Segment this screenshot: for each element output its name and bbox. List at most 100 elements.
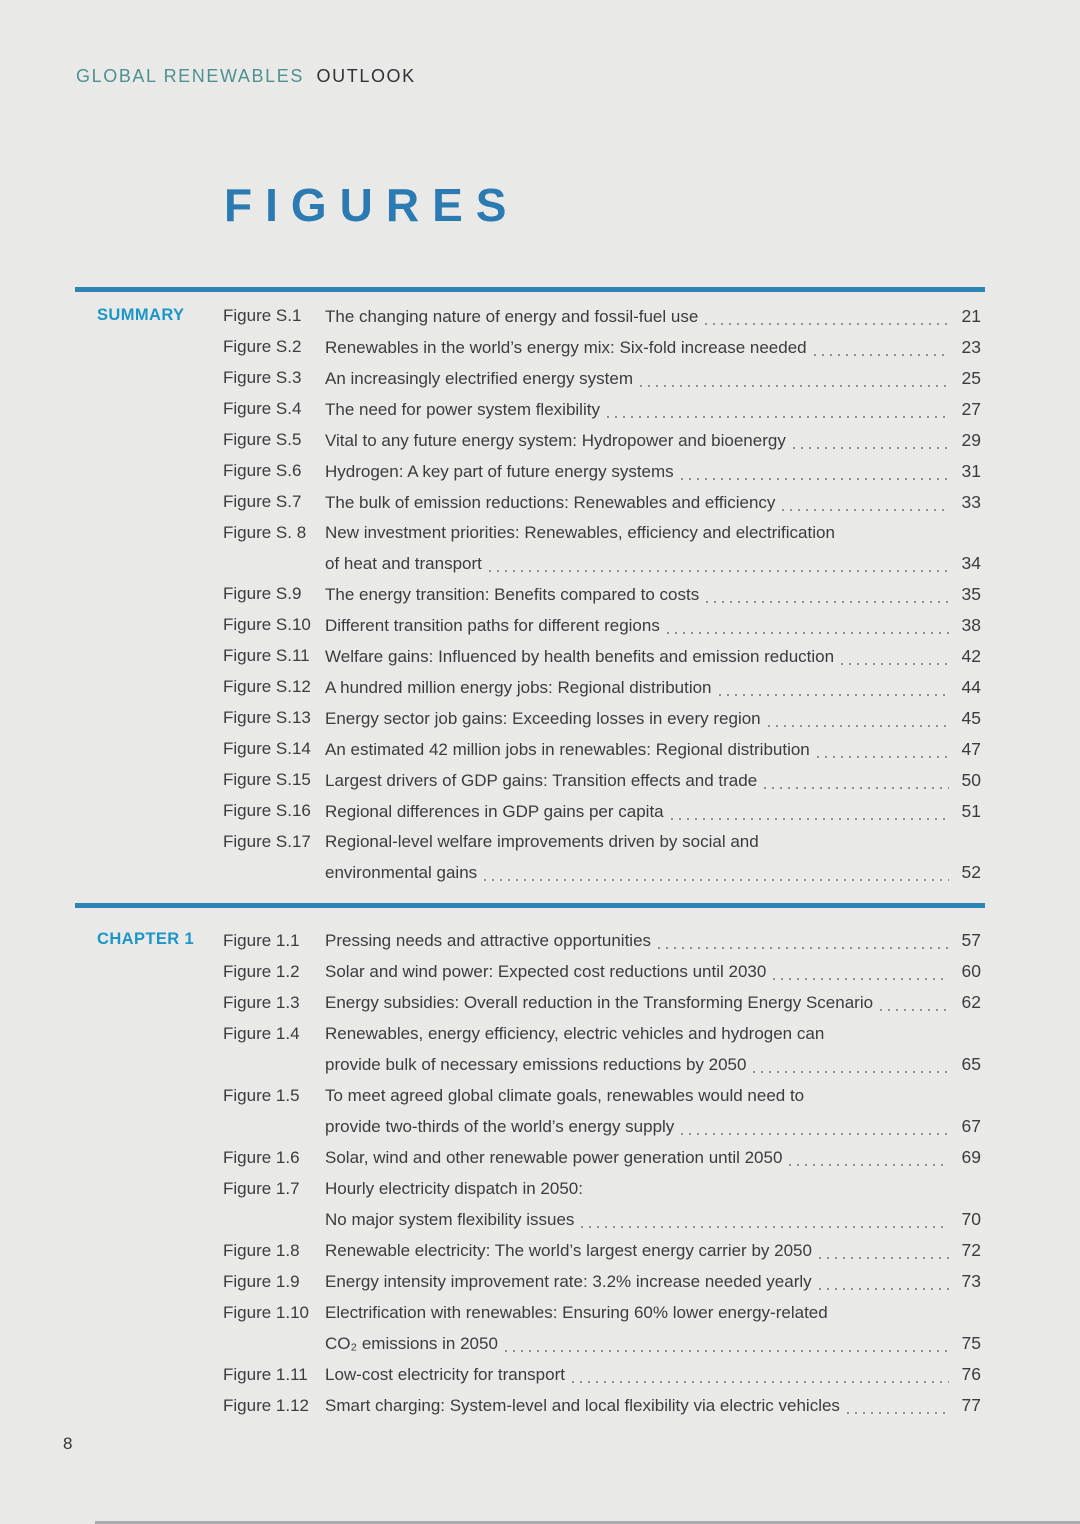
toc-entry[interactable]: Figure S.17 Regional-level welfare impro… bbox=[223, 827, 985, 888]
figure-label: Figure S.13 bbox=[223, 708, 311, 727]
section-label: SUMMARY bbox=[97, 306, 185, 324]
toc-entry[interactable]: Figure S.15 Largest drivers of GDP gains… bbox=[223, 765, 985, 796]
entry-body: Renewables in the world’s energy mix: Si… bbox=[325, 332, 985, 363]
toc-entry[interactable]: Figure S.2 Renewables in the world’s ene… bbox=[223, 332, 985, 363]
dot-leader bbox=[764, 787, 949, 789]
dot-leader bbox=[680, 478, 949, 480]
toc-entry[interactable]: Figure 1.2 Solar and wind power: Expecte… bbox=[223, 956, 985, 987]
figure-label: Figure 1.6 bbox=[223, 1148, 300, 1167]
toc-entry[interactable]: Figure 1.10 Electrification with renewab… bbox=[223, 1297, 985, 1359]
figure-label: Figure S.5 bbox=[223, 430, 302, 449]
toc-entry[interactable]: Figure 1.5 To meet agreed global climate… bbox=[223, 1080, 985, 1142]
entry-title: provide two-thirds of the world’s energy… bbox=[325, 1117, 675, 1136]
entry-body: Low-cost electricity for transport 76 bbox=[325, 1359, 985, 1390]
figure-label: Figure S.11 bbox=[223, 646, 310, 665]
toc-entry[interactable]: Figure S.3 An increasingly electrified e… bbox=[223, 363, 985, 394]
figure-label: Figure 1.12 bbox=[223, 1396, 309, 1415]
page-ref: 75 bbox=[961, 1333, 981, 1353]
figure-label: Figure S.14 bbox=[223, 739, 311, 758]
section-entries: Figure 1.1 Pressing needs and attractive… bbox=[223, 925, 985, 1421]
toc-entry[interactable]: Figure S.4 The need for power system fle… bbox=[223, 394, 985, 425]
entry-title: An estimated 42 million jobs in renewabl… bbox=[325, 740, 810, 759]
dot-leader bbox=[773, 978, 949, 980]
entry-line: Welfare gains: Influenced by health bene… bbox=[325, 641, 985, 672]
page-ref: 47 bbox=[961, 739, 981, 759]
page-ref: 34 bbox=[961, 553, 981, 573]
report-brand: GLOBAL RENEWABLES OUTLOOK bbox=[76, 66, 416, 87]
entry-line: Different transition paths for different… bbox=[325, 610, 985, 641]
entry-line: Hydrogen: A key part of future energy sy… bbox=[325, 456, 985, 487]
entry-body: The energy transition: Benefits compared… bbox=[325, 579, 985, 610]
entry-body: Smart charging: System-level and local f… bbox=[325, 1390, 985, 1421]
page-ref: 21 bbox=[961, 306, 981, 326]
dot-leader bbox=[753, 1071, 949, 1073]
dot-leader bbox=[789, 1164, 949, 1166]
toc-entry[interactable]: Figure S.10 Different transition paths f… bbox=[223, 610, 985, 641]
section-label: CHAPTER 1 bbox=[97, 930, 195, 948]
toc-entry[interactable]: Figure S.16 Regional differences in GDP … bbox=[223, 796, 985, 827]
entry-line: New investment priorities: Renewables, e… bbox=[325, 518, 985, 548]
toc-entry[interactable]: Figure S.11 Welfare gains: Influenced by… bbox=[223, 641, 985, 672]
page-ref: 38 bbox=[961, 615, 981, 635]
dot-leader bbox=[813, 354, 949, 356]
figure-label: Figure 1.10 bbox=[223, 1303, 309, 1322]
entry-body: A hundred million energy jobs: Regional … bbox=[325, 672, 985, 703]
toc-entry[interactable]: Figure 1.3 Energy subsidies: Overall red… bbox=[223, 987, 985, 1018]
figure-label: Figure S.16 bbox=[223, 801, 311, 820]
toc-entry[interactable]: Figure 1.11 Low-cost electricity for tra… bbox=[223, 1359, 985, 1390]
figure-label: Figure S.17 bbox=[223, 832, 311, 851]
entry-title: Welfare gains: Influenced by health bene… bbox=[325, 647, 835, 666]
toc-entry[interactable]: Figure S.7 The bulk of emission reductio… bbox=[223, 487, 985, 518]
entry-line: Largest drivers of GDP gains: Transition… bbox=[325, 765, 985, 796]
entry-body: The changing nature of energy and fossil… bbox=[325, 301, 985, 332]
entry-line: The changing nature of energy and fossil… bbox=[325, 301, 985, 332]
toc-entry[interactable]: Figure S.1 The changing nature of energy… bbox=[223, 301, 985, 332]
page-bottom-edge bbox=[95, 1521, 1080, 1524]
dot-leader bbox=[666, 632, 949, 634]
toc-entry[interactable]: Figure 1.8 Renewable electricity: The wo… bbox=[223, 1235, 985, 1266]
toc-entry[interactable]: Figure S.5 Vital to any future energy sy… bbox=[223, 425, 985, 456]
entry-line: The energy transition: Benefits compared… bbox=[325, 579, 985, 610]
dot-leader bbox=[571, 1381, 949, 1383]
entry-line: Energy subsidies: Overall reduction in t… bbox=[325, 987, 985, 1018]
toc-entry[interactable]: Figure S.9 The energy transition: Benefi… bbox=[223, 579, 985, 610]
entry-body: An increasingly electrified energy syste… bbox=[325, 363, 985, 394]
entry-line: Regional differences in GDP gains per ca… bbox=[325, 796, 985, 827]
figure-label: Figure S.2 bbox=[223, 337, 302, 356]
page-title: FIGURES bbox=[224, 179, 520, 231]
entry-line: Low-cost electricity for transport 76 bbox=[325, 1359, 985, 1390]
toc-entry[interactable]: Figure S.6 Hydrogen: A key part of futur… bbox=[223, 456, 985, 487]
toc-entry[interactable]: Figure 1.4 Renewables, energy efficiency… bbox=[223, 1018, 985, 1080]
entry-body: The need for power system flexibility 27 bbox=[325, 394, 985, 425]
toc-entry[interactable]: Figure 1.12 Smart charging: System-level… bbox=[223, 1390, 985, 1421]
entry-body: Different transition paths for different… bbox=[325, 610, 985, 641]
page-ref: 52 bbox=[961, 862, 981, 882]
entry-line: Pressing needs and attractive opportunit… bbox=[325, 925, 985, 956]
figure-label: Figure 1.1 bbox=[223, 931, 300, 950]
page-ref: 25 bbox=[961, 368, 981, 388]
figure-label: Figure 1.3 bbox=[223, 993, 300, 1012]
toc-entry[interactable]: Figure S.14 An estimated 42 million jobs… bbox=[223, 734, 985, 765]
dot-leader bbox=[880, 1009, 949, 1011]
toc-entry[interactable]: Figure 1.9 Energy intensity improvement … bbox=[223, 1266, 985, 1297]
figure-label: Figure S. 8 bbox=[223, 523, 307, 542]
toc-entry[interactable]: Figure S.13 Energy sector job gains: Exc… bbox=[223, 703, 985, 734]
page-ref: 50 bbox=[961, 770, 981, 790]
toc-entry[interactable]: Figure S. 8 New investment priorities: R… bbox=[223, 518, 985, 579]
toc-entry[interactable]: Figure S.12 A hundred million energy job… bbox=[223, 672, 985, 703]
entry-title: Regional differences in GDP gains per ca… bbox=[325, 802, 664, 821]
toc-entry[interactable]: Figure 1.7 Hourly electricity dispatch i… bbox=[223, 1173, 985, 1235]
entry-body: New investment priorities: Renewables, e… bbox=[325, 518, 985, 579]
entry-title: Solar, wind and other renewable power ge… bbox=[325, 1148, 783, 1167]
figure-label: Figure S.3 bbox=[223, 368, 302, 387]
entry-title: Smart charging: System-level and local f… bbox=[325, 1396, 840, 1415]
dot-leader bbox=[705, 323, 949, 325]
entry-body: An estimated 42 million jobs in renewabl… bbox=[325, 734, 985, 765]
figure-label: Figure 1.11 bbox=[223, 1365, 308, 1384]
toc-entry[interactable]: Figure 1.6 Solar, wind and other renewab… bbox=[223, 1142, 985, 1173]
entry-line: Hourly electricity dispatch in 2050: bbox=[325, 1173, 985, 1204]
entry-title: Energy intensity improvement rate: 3.2% … bbox=[325, 1272, 812, 1291]
entry-body: To meet agreed global climate goals, ren… bbox=[325, 1080, 985, 1142]
toc-entry[interactable]: Figure 1.1 Pressing needs and attractive… bbox=[223, 925, 985, 956]
entry-body: Regional differences in GDP gains per ca… bbox=[325, 796, 985, 827]
